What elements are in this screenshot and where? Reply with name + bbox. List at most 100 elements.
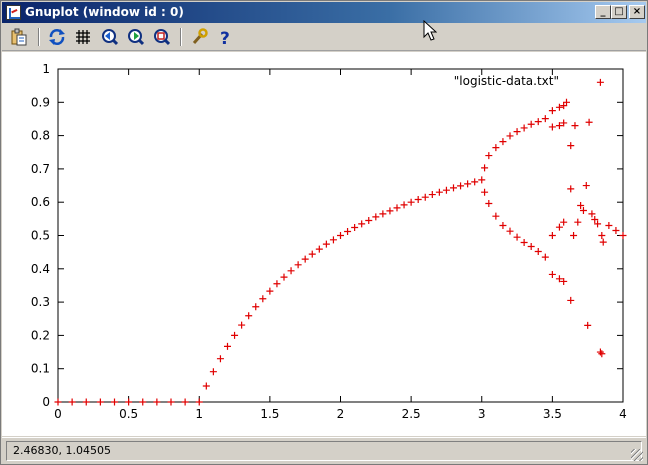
data-point [574, 218, 582, 226]
data-point [442, 186, 450, 194]
data-point [548, 270, 556, 278]
data-point [599, 238, 607, 246]
data-point [481, 164, 489, 172]
data-point [492, 144, 500, 152]
scatter-chart: 0 0.5 1 1.5 2 2.5 3 3.5 4 0 0.1 0.2 0.3 0.4 0.5 0.6 0.7 0… [31, 62, 627, 421]
data-point [584, 321, 592, 329]
y-tick-label: 0.6 [31, 195, 50, 209]
data-point [238, 321, 246, 329]
data-point [481, 188, 489, 196]
data-point [520, 238, 528, 246]
title-bar[interactable]: Gnuplot (window id : 0) _ □ × [2, 2, 646, 23]
data-point [598, 350, 606, 358]
data-point [499, 222, 507, 230]
data-point [111, 398, 118, 406]
data-point [259, 295, 267, 303]
toolbar-separator [180, 28, 182, 46]
data-point [527, 120, 535, 128]
data-point [351, 224, 359, 232]
options-button[interactable] [188, 26, 210, 48]
data-point [555, 275, 563, 283]
legend-label: "logistic-data.txt" [454, 74, 559, 88]
data-point [567, 142, 575, 150]
data-point [588, 210, 596, 218]
replot-icon [49, 29, 65, 45]
mouse-cursor-icon [423, 20, 437, 41]
plot-canvas[interactable]: 0 0.5 1 1.5 2 2.5 3 3.5 4 0 0.1 0.2 0.3 0.4 0.5 0.6 0.7 0… [2, 52, 646, 436]
data-point [567, 185, 575, 193]
data-point [485, 152, 493, 160]
data-point [513, 233, 521, 241]
copy-clipboard-button[interactable] [8, 26, 30, 48]
x-tick-label: 3.5 [543, 407, 562, 421]
data-point [386, 207, 394, 215]
data-point [315, 245, 323, 253]
help-button[interactable]: ? [214, 26, 236, 48]
zoom-prev-button[interactable] [98, 26, 120, 48]
data-point [492, 212, 500, 220]
copy-clipboard-icon [11, 28, 27, 46]
data-point [596, 348, 604, 356]
data-point [577, 202, 585, 210]
data-point [202, 382, 210, 390]
data-point [224, 342, 231, 350]
data-point [548, 232, 556, 239]
data-point [570, 232, 578, 239]
data-point [605, 222, 613, 230]
y-tick-label: 0 [42, 395, 50, 409]
y-tick-label: 0.8 [31, 129, 50, 143]
status-bar: 2.46830, 1.04505 [2, 437, 646, 464]
data-point [273, 280, 281, 288]
help-icon: ? [220, 29, 230, 46]
replot-button[interactable] [46, 26, 68, 48]
maximize-button[interactable]: □ [611, 5, 627, 19]
data-point [585, 118, 593, 126]
data-point [457, 182, 465, 190]
data-point [216, 355, 224, 363]
data-point [548, 123, 556, 131]
data-point [245, 312, 253, 320]
data-point [82, 398, 90, 406]
data-point [596, 78, 604, 86]
data-point [231, 331, 239, 339]
data-point [125, 398, 133, 406]
data-point [560, 218, 568, 226]
data-point [287, 267, 295, 275]
grid-button[interactable] [72, 26, 94, 48]
data-point [485, 200, 493, 208]
resize-grip[interactable] [631, 449, 643, 461]
y-tick-label: 0.3 [31, 295, 50, 309]
data-point [209, 368, 217, 376]
data-point [337, 232, 344, 239]
data-point [527, 242, 535, 250]
data-point [567, 296, 575, 304]
x-tick-label: 0.5 [119, 407, 138, 421]
data-point [506, 227, 514, 235]
data-point [513, 128, 521, 136]
data-point [153, 398, 161, 406]
data-point [619, 232, 627, 239]
data-point [582, 182, 590, 190]
data-point [541, 253, 549, 261]
minimize-button[interactable]: _ [595, 5, 611, 19]
autoscale-button[interactable] [150, 26, 172, 48]
data-point [579, 207, 587, 215]
data-point [591, 216, 599, 224]
gnuplot-app-icon[interactable] [6, 5, 21, 20]
x-tick-label: 2.5 [402, 407, 421, 421]
data-point [450, 184, 457, 192]
data-point [471, 178, 479, 186]
data-point [301, 255, 309, 263]
data-point [478, 176, 486, 184]
x-tick-label: 4 [619, 407, 627, 421]
data-point [195, 398, 203, 406]
x-tick-label: 3 [478, 407, 486, 421]
data-point [534, 247, 542, 255]
data-point [563, 98, 570, 106]
zoom-next-button[interactable] [124, 26, 146, 48]
data-point [252, 303, 260, 311]
close-button[interactable]: × [629, 5, 645, 19]
data-point [541, 115, 549, 123]
data-point [555, 122, 563, 130]
